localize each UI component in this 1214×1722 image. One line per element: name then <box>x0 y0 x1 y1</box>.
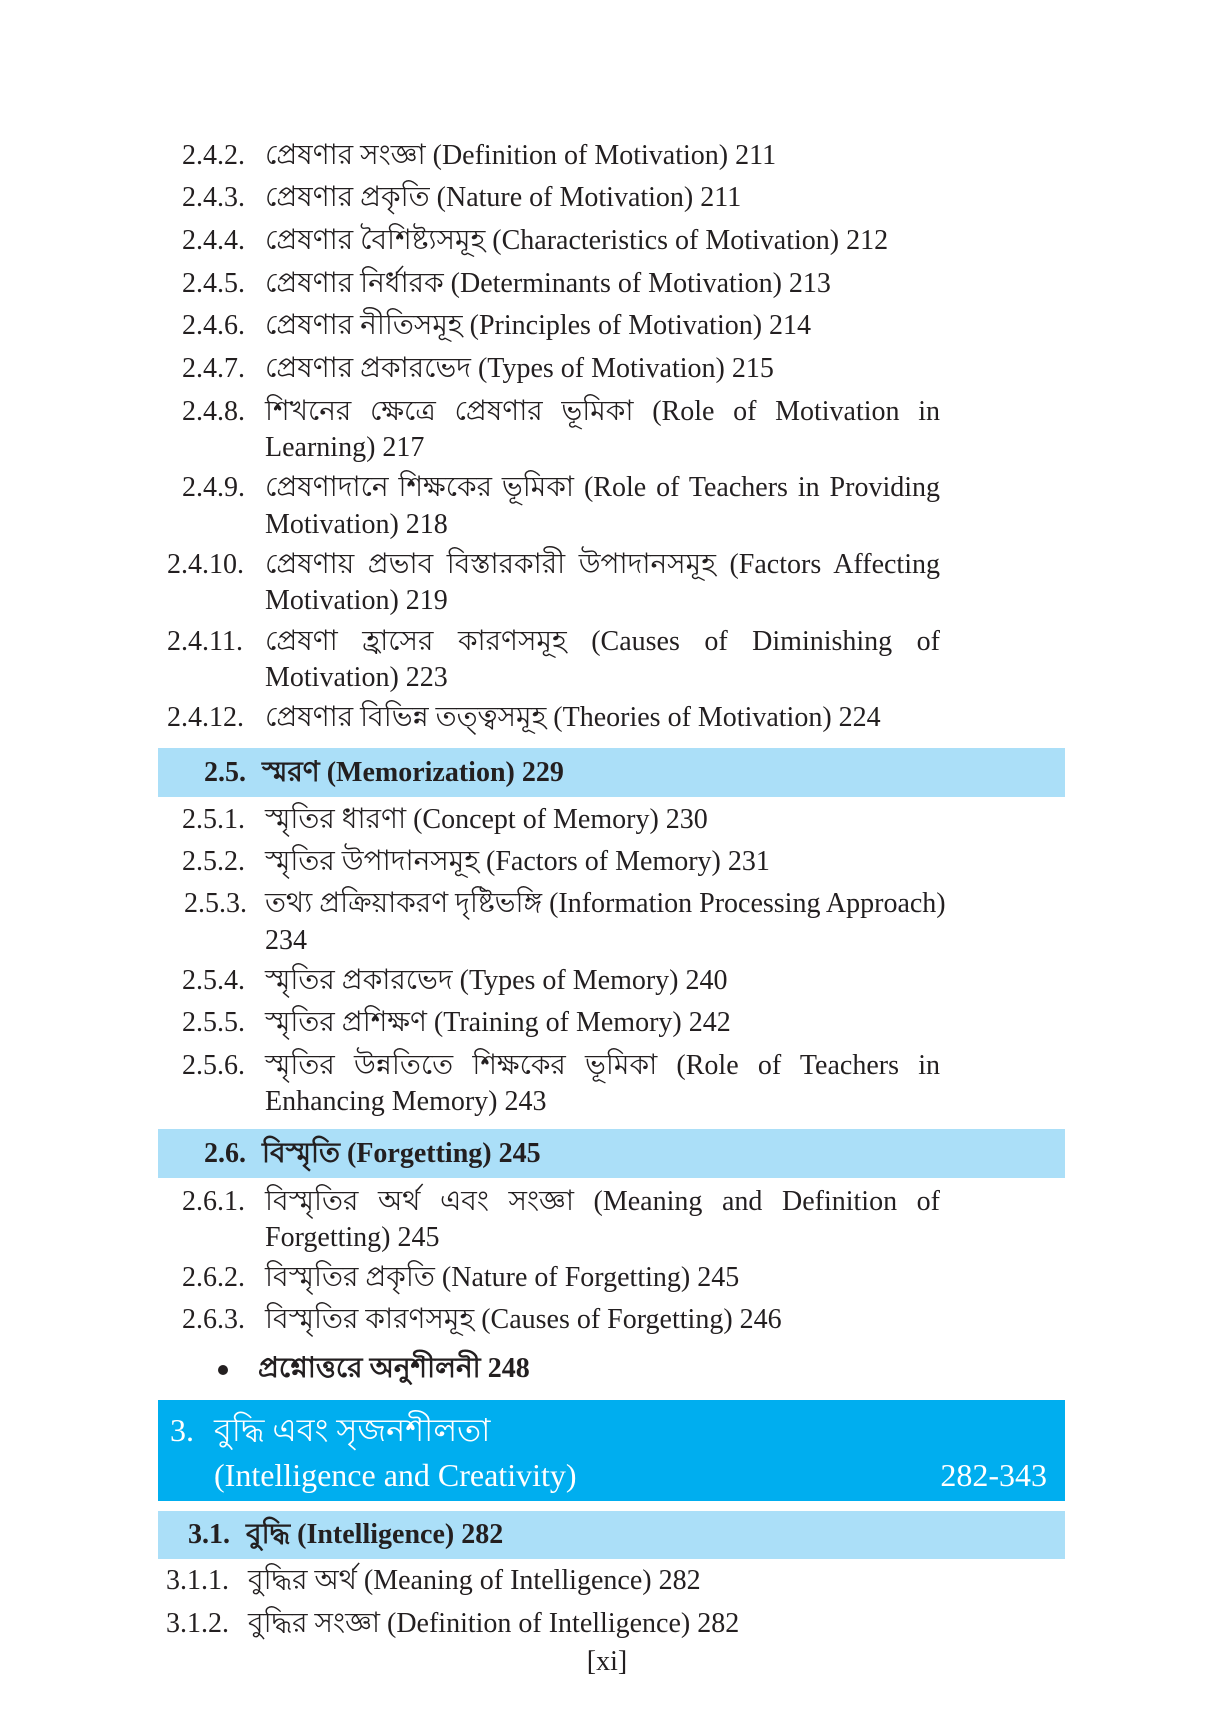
entry-number: 2.5.2. <box>182 846 245 877</box>
toc-entry-line[interactable]: প্রেষণার প্রকারভেদ (Types of Motivation)… <box>265 353 774 384</box>
entry-number: 2.4.9. <box>182 472 245 503</box>
toc-entry-line[interactable]: স্মৃতির ধারণা (Concept of Memory) 230 <box>265 804 708 835</box>
entry-number: 2.5.5. <box>182 1007 245 1038</box>
chapter-pages: 282-343 <box>940 1457 1047 1493</box>
section-heading-2-5[interactable]: 2.5. স্মরণ (Memorization) 229 <box>158 748 1065 797</box>
toc-entry-line[interactable]: Forgetting) 245 <box>265 1222 440 1253</box>
toc-entry-line[interactable]: প্রেষণার প্রকৃতি (Nature of Motivation) … <box>265 182 742 213</box>
entry-number: 2.4.10. <box>167 549 244 580</box>
toc-entry-line[interactable]: Motivation) 223 <box>265 662 448 693</box>
entry-number: 2.4.6. <box>182 310 245 341</box>
toc-entry-line[interactable]: বিস্মৃতির প্রকৃতি (Nature of Forgetting)… <box>265 1262 740 1293</box>
chapter-heading-3[interactable]: 3. বুদ্ধি এবং সৃজনশীলতা (Intelligence an… <box>158 1400 1065 1501</box>
toc-entry-line[interactable]: বিস্মৃতির কারণসমূহ (Causes of Forgetting… <box>265 1304 782 1335</box>
toc-entry-line[interactable]: শিখনের ক্ষেত্রে প্রেষণার ভূমিকা (Role of… <box>265 396 940 427</box>
chapter-number: 3. <box>170 1412 194 1448</box>
section-number: 3.1. <box>188 1519 230 1550</box>
entry-number: 2.6.3. <box>182 1304 245 1335</box>
entry-number: 2.4.11. <box>167 626 243 657</box>
section-title: বুদ্ধি (Intelligence) 282 <box>246 1519 504 1550</box>
toc-entry-line[interactable]: প্রেষণাদানে শিক্ষকের ভূমিকা (Role of Tea… <box>265 472 940 503</box>
toc-entry-line[interactable]: বুদ্ধির সংজ্ঞা (Definition of Intelligen… <box>248 1608 740 1639</box>
entry-number: 2.5.1. <box>182 804 245 835</box>
entry-number: 3.1.2. <box>166 1608 229 1639</box>
entry-number: 2.5.3. <box>184 888 247 919</box>
toc-entry-line[interactable]: প্রেষণা হ্রাসের কারণসমূহ (Causes of Dimi… <box>265 626 940 657</box>
entry-number: 2.4.5. <box>182 268 245 299</box>
section-title: স্মরণ (Memorization) 229 <box>262 757 564 788</box>
entry-number: 2.4.3. <box>182 182 245 213</box>
entry-number: 2.5.6. <box>182 1050 245 1081</box>
entry-number: 2.4.8. <box>182 396 245 427</box>
entry-number: 2.6.2. <box>182 1262 245 1293</box>
entry-number: 2.4.7. <box>182 353 245 384</box>
entry-number: 2.4.4. <box>182 225 245 256</box>
toc-entry-line[interactable]: স্মৃতির প্রশিক্ষণ (Training of Memory) 2… <box>265 1007 731 1038</box>
section-number: 2.6. <box>204 1138 246 1169</box>
toc-entry-line[interactable]: বিস্মৃতির অর্থ এবং সংজ্ঞা (Meaning and D… <box>265 1186 940 1217</box>
entry-number: 2.6.1. <box>182 1186 245 1217</box>
section-heading-3-1[interactable]: 3.1. বুদ্ধি (Intelligence) 282 <box>158 1511 1065 1559</box>
toc-entry-line[interactable]: বুদ্ধির অর্থ (Meaning of Intelligence) 2… <box>248 1565 701 1596</box>
toc-entry-line[interactable]: স্মৃতির উপাদানসমূহ (Factors of Memory) 2… <box>265 846 770 877</box>
page-number: [xi] <box>586 1646 628 1677</box>
section-heading-2-6[interactable]: 2.6. বিস্মৃতি (Forgetting) 245 <box>158 1129 1065 1178</box>
entry-number: 2.5.4. <box>182 965 245 996</box>
toc-entry-line[interactable]: প্রেষণার নীতিসমূহ (Principles of Motivat… <box>265 310 812 341</box>
toc-entry-line[interactable]: Motivation) 218 <box>265 509 448 540</box>
toc-entry-line[interactable]: স্মৃতির প্রকারভেদ (Types of Memory) 240 <box>265 965 728 996</box>
entry-number: 3.1.1. <box>166 1565 229 1596</box>
toc-entry-line[interactable]: প্রেষণার নির্ধারক (Determinants of Motiv… <box>265 268 831 299</box>
toc-entry-line[interactable]: প্রেষণার বিভিন্ন তত্ত্বসমূহ (Theories of… <box>265 702 881 733</box>
bullet-icon <box>218 1365 228 1375</box>
toc-entry-line[interactable]: প্রেষণার বৈশিষ্ট্যসমূহ (Characteristics … <box>265 225 889 256</box>
entry-number: 2.4.12. <box>167 702 244 733</box>
toc-entry-line[interactable]: প্রেষণার সংজ্ঞা (Definition of Motivatio… <box>265 140 777 171</box>
toc-entry-line[interactable]: Enhancing Memory) 243 <box>265 1086 547 1117</box>
chapter-title-bengali: বুদ্ধি এবং সৃজনশীলতা <box>214 1412 491 1448</box>
exercise-entry[interactable]: প্রশ্নোত্তরে অনুশীলনী 248 <box>258 1353 530 1384</box>
toc-entry-line[interactable]: Learning) 217 <box>265 432 425 463</box>
toc-entry-line[interactable]: তথ্য প্রক্রিয়াকরণ দৃষ্টিভঙ্গি (Informat… <box>265 888 946 919</box>
section-title: বিস্মৃতি (Forgetting) 245 <box>262 1138 541 1169</box>
toc-entry-line[interactable]: 234 <box>265 925 307 956</box>
toc-entry-line[interactable]: স্মৃতির উন্নতিতে শিক্ষকের ভূমিকা (Role o… <box>265 1050 940 1081</box>
chapter-title-english: (Intelligence and Creativity) <box>214 1457 577 1493</box>
section-number: 2.5. <box>204 757 246 788</box>
toc-entry-line[interactable]: প্রেষণায় প্রভাব বিস্তারকারী উপাদানসমূহ … <box>265 549 940 580</box>
toc-entry-line[interactable]: Motivation) 219 <box>265 585 448 616</box>
entry-number: 2.4.2. <box>182 140 245 171</box>
